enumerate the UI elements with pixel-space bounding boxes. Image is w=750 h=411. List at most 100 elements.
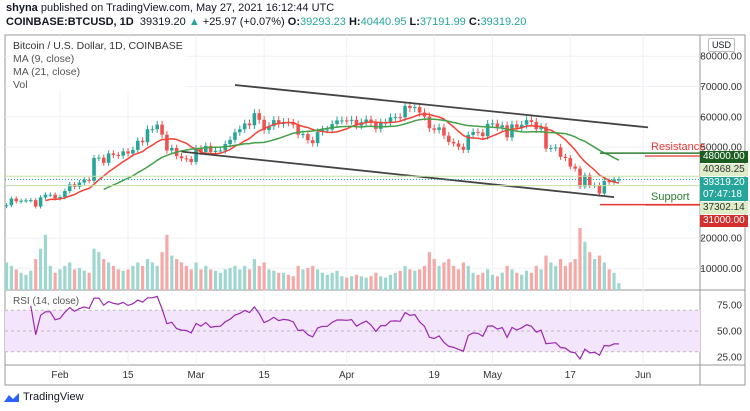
volume-bar bbox=[393, 272, 397, 290]
volume-bar bbox=[350, 276, 354, 290]
candle bbox=[67, 181, 72, 194]
candle bbox=[617, 176, 621, 183]
candle-body bbox=[262, 119, 266, 131]
volume-bar bbox=[19, 272, 23, 290]
candle-body bbox=[558, 147, 563, 157]
volume-bar bbox=[43, 234, 48, 290]
volume-bar bbox=[97, 252, 101, 290]
candle bbox=[485, 119, 490, 140]
candle-body bbox=[519, 124, 524, 128]
chart-legend: Bitcoin / U.S. Dollar, 1D, COINBASE MA (… bbox=[10, 39, 186, 93]
candle bbox=[563, 153, 568, 162]
volume-bar bbox=[456, 269, 461, 290]
candle-body bbox=[160, 124, 164, 135]
candle-body bbox=[495, 123, 500, 128]
last-price-value: 39319.20 bbox=[703, 177, 745, 188]
candle-body bbox=[529, 120, 534, 122]
candle bbox=[534, 118, 539, 133]
currency-button[interactable]: USD bbox=[708, 38, 736, 52]
legend-ma9[interactable]: MA (9, close) bbox=[13, 53, 75, 65]
candle bbox=[116, 151, 121, 159]
candle bbox=[165, 131, 169, 154]
volume-bar bbox=[107, 262, 111, 290]
volume-bar bbox=[466, 265, 470, 290]
candle bbox=[340, 116, 344, 125]
y-tick-label: 80000.00 bbox=[700, 52, 742, 63]
candle-body bbox=[111, 153, 116, 155]
candle-body bbox=[301, 134, 305, 136]
candle-body bbox=[145, 129, 150, 143]
close-value: 39319.20 bbox=[480, 16, 527, 28]
candle bbox=[121, 148, 125, 159]
candle bbox=[602, 178, 607, 196]
volume-bar bbox=[568, 262, 572, 290]
candle bbox=[364, 115, 368, 127]
candle bbox=[43, 192, 48, 200]
candle bbox=[272, 116, 276, 130]
candle bbox=[437, 123, 441, 134]
publish-date: published on TradingView.com, May 27, 20… bbox=[40, 2, 335, 14]
ma9-line bbox=[45, 113, 620, 202]
volume-bar bbox=[452, 265, 456, 290]
candle-body bbox=[272, 120, 276, 127]
x-tick-label: 15 bbox=[259, 370, 271, 381]
candle-body bbox=[233, 132, 237, 140]
candle-body bbox=[573, 166, 577, 169]
candle bbox=[335, 116, 339, 128]
candle bbox=[145, 125, 150, 146]
candle bbox=[349, 115, 354, 125]
candle-body bbox=[437, 127, 441, 130]
publisher-name: shyna bbox=[6, 2, 38, 14]
y-tick-label: 60000.00 bbox=[700, 112, 742, 123]
volume-bar bbox=[272, 270, 276, 290]
legend-ma21[interactable]: MA (21, close) bbox=[13, 66, 81, 78]
candle bbox=[97, 154, 101, 162]
volume-bar bbox=[228, 267, 232, 290]
candle-body bbox=[291, 122, 296, 125]
candle-body bbox=[150, 129, 155, 131]
candle bbox=[500, 121, 505, 131]
candle bbox=[252, 109, 257, 130]
candle-body bbox=[58, 197, 62, 199]
volume-bar bbox=[189, 269, 193, 290]
tradingview-icon bbox=[4, 392, 19, 402]
up-arrow-icon: ▲ bbox=[188, 16, 200, 28]
candle bbox=[189, 155, 194, 165]
candle-body bbox=[310, 140, 315, 144]
candle bbox=[432, 124, 437, 134]
candle-body bbox=[247, 123, 252, 126]
volume-bar bbox=[267, 269, 271, 290]
volume-bar bbox=[277, 272, 281, 290]
volume-bar bbox=[544, 255, 548, 290]
volume-bar bbox=[243, 265, 247, 290]
legend-vol[interactable]: Vol bbox=[13, 79, 28, 91]
candle-body bbox=[607, 181, 611, 183]
candle bbox=[519, 120, 524, 132]
x-tick-label: 19 bbox=[429, 370, 441, 381]
candle bbox=[150, 125, 155, 133]
candle-body bbox=[97, 157, 101, 159]
candle-body bbox=[276, 120, 281, 125]
candle-body bbox=[378, 122, 383, 129]
candle bbox=[155, 120, 159, 133]
candle-body bbox=[101, 157, 106, 163]
volume-bar bbox=[427, 252, 431, 290]
x-tick-label: 15 bbox=[122, 370, 134, 381]
tradingview-logo[interactable]: TradingView bbox=[4, 391, 84, 403]
candle bbox=[553, 144, 558, 152]
volume-bar bbox=[437, 265, 441, 290]
volume-bar bbox=[141, 265, 145, 290]
candle-body bbox=[490, 123, 495, 125]
candle bbox=[106, 150, 111, 166]
candle bbox=[466, 131, 471, 154]
candle-body bbox=[29, 200, 33, 202]
volume-bar bbox=[199, 269, 203, 290]
volume-bar bbox=[563, 265, 568, 290]
candle-body bbox=[92, 158, 96, 181]
candle-body bbox=[67, 184, 72, 192]
x-tick-label: Jun bbox=[635, 370, 651, 381]
candle bbox=[242, 119, 247, 133]
volume-bar bbox=[524, 270, 529, 290]
candle bbox=[135, 137, 140, 154]
